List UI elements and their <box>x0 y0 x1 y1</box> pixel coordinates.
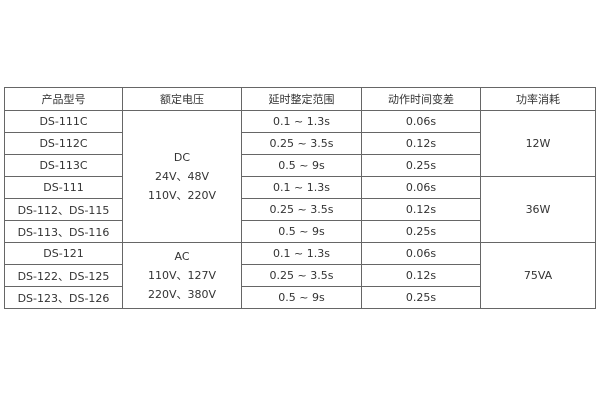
power-cell: 12W <box>480 110 596 177</box>
range-cell: 0.5 ~ 9s <box>241 286 362 309</box>
range-cell: 0.1 ~ 1.3s <box>241 176 362 199</box>
voltage-line: 110V、220V <box>147 189 217 202</box>
range-cell: 0.25 ~ 3.5s <box>241 132 362 155</box>
spec-table: 产品型号 额定电压 延时整定范围 动作时间变差 功率消耗 DS-111C DC … <box>4 87 596 309</box>
range-cell: 0.25 ~ 3.5s <box>241 264 362 287</box>
variance-cell: 0.06s <box>361 110 481 133</box>
variance-cell: 0.06s <box>361 242 481 265</box>
model-cell: DS-112C <box>4 132 123 155</box>
header-model: 产品型号 <box>4 87 123 111</box>
header-power: 功率消耗 <box>480 87 596 111</box>
voltage-line: 110V、127V <box>147 269 217 282</box>
variance-cell: 0.25s <box>361 154 481 177</box>
range-cell: 0.5 ~ 9s <box>241 154 362 177</box>
variance-cell: 0.12s <box>361 198 481 221</box>
voltage-line: DC <box>173 151 191 164</box>
header-range: 延时整定范围 <box>241 87 362 111</box>
variance-cell: 0.12s <box>361 264 481 287</box>
model-cell: DS-111C <box>4 110 123 133</box>
header-variance: 动作时间变差 <box>361 87 481 111</box>
voltage-line: 24V、48V <box>154 170 210 183</box>
range-cell: 0.5 ~ 9s <box>241 220 362 243</box>
voltage-line: AC <box>174 250 190 263</box>
table-row: DS-113C 0.5 ~ 9s 0.25s <box>4 154 596 177</box>
range-cell: 0.1 ~ 1.3s <box>241 110 362 133</box>
model-cell: DS-123、DS-126 <box>4 286 123 309</box>
model-cell: DS-122、DS-125 <box>4 264 123 287</box>
header-row: 产品型号 额定电压 延时整定范围 动作时间变差 功率消耗 <box>4 87 596 111</box>
variance-cell: 0.25s <box>361 286 481 309</box>
voltage-line: 220V、380V <box>147 288 217 301</box>
voltage-cell: AC 110V、127V 220V、380V <box>122 242 242 309</box>
power-cell: 36W <box>480 176 596 243</box>
table-row: DS-121 AC 110V、127V 220V、380V 0.1 ~ 1.3s… <box>4 242 596 309</box>
variance-cell: 0.12s <box>361 132 481 155</box>
table-row: DS-123、DS-126 0.5 ~ 9s 0.25s <box>4 286 596 309</box>
model-cell: DS-112、DS-115 <box>4 198 123 221</box>
voltage-cell: DC 24V、48V 110V、220V <box>122 110 242 243</box>
model-cell: DS-113、DS-116 <box>4 220 123 243</box>
power-cell: 75VA <box>480 242 596 309</box>
table-row: DS-111C DC 24V、48V 110V、220V 0.1 ~ 1.3s … <box>4 110 596 243</box>
range-cell: 0.1 ~ 1.3s <box>241 242 362 265</box>
header-voltage: 额定电压 <box>122 87 242 111</box>
variance-cell: 0.25s <box>361 220 481 243</box>
variance-cell: 0.06s <box>361 176 481 199</box>
range-cell: 0.25 ~ 3.5s <box>241 198 362 221</box>
model-cell: DS-121 <box>4 242 123 265</box>
table-row: DS-113、DS-116 0.5 ~ 9s 0.25s <box>4 220 596 243</box>
table-row: DS-122、DS-125 0.25 ~ 3.5s 0.12s <box>4 264 596 287</box>
model-cell: DS-111 <box>4 176 123 199</box>
table-row: DS-111 0.1 ~ 1.3s 0.06s 36W <box>4 176 596 243</box>
model-cell: DS-113C <box>4 154 123 177</box>
